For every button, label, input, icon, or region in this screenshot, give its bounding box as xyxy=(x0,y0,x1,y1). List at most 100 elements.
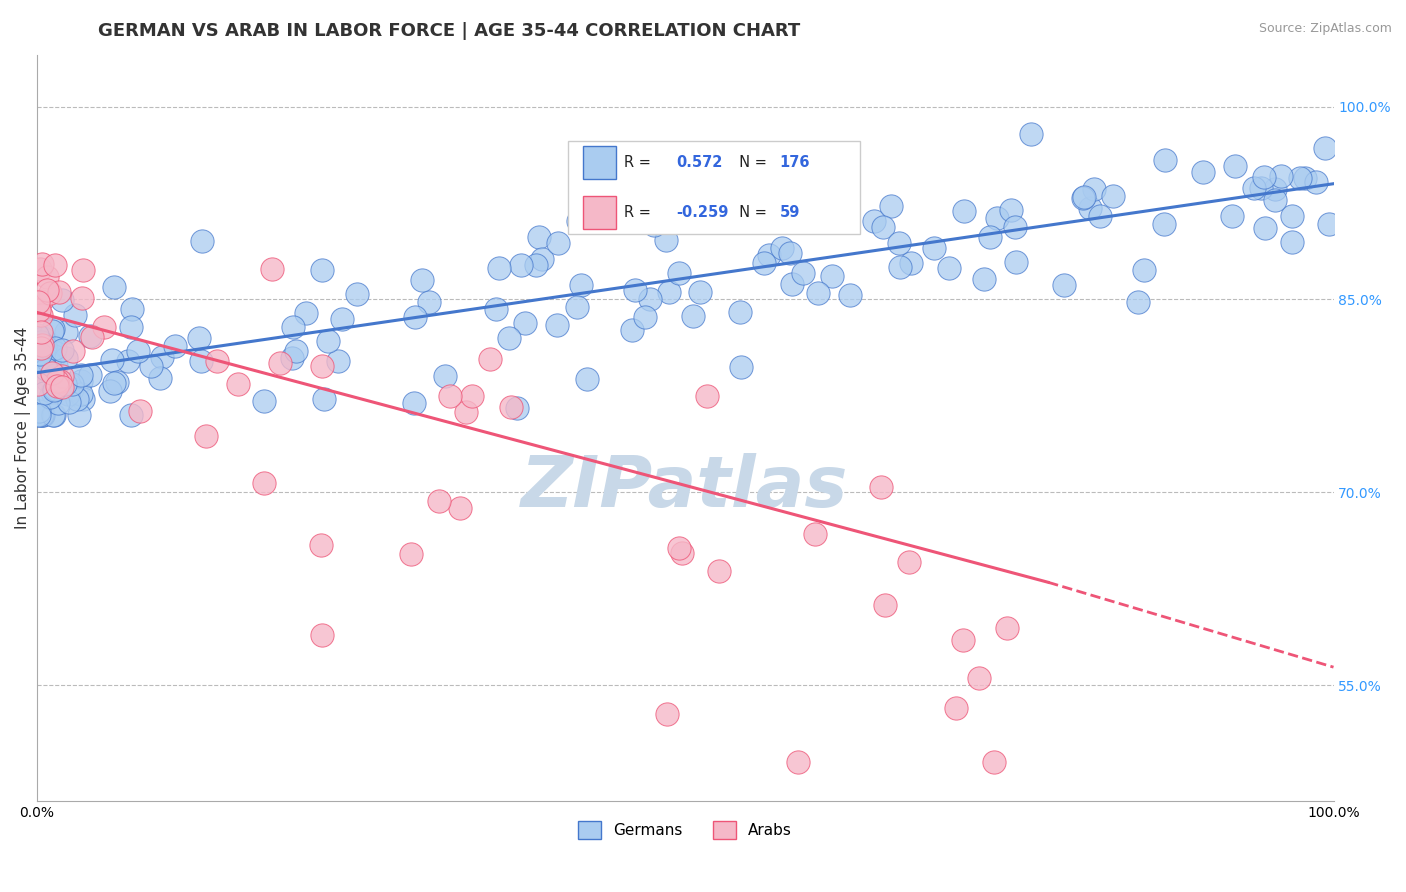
Point xyxy=(41,324,63,338)
Point xyxy=(797,214,820,228)
Point xyxy=(27,376,49,391)
Point xyxy=(30,325,52,339)
Point xyxy=(1313,141,1336,155)
Point xyxy=(27,328,49,343)
Point xyxy=(103,280,125,294)
Point xyxy=(804,527,827,541)
Point xyxy=(498,330,520,344)
Point xyxy=(44,368,66,383)
Point xyxy=(79,368,101,382)
Point xyxy=(1223,159,1246,173)
Point xyxy=(418,294,440,309)
Point xyxy=(499,400,522,414)
Point xyxy=(401,547,423,561)
Point xyxy=(31,257,53,271)
Point xyxy=(643,218,665,232)
Point xyxy=(72,262,94,277)
Point xyxy=(253,475,276,490)
Text: 0.572: 0.572 xyxy=(676,155,723,170)
Point xyxy=(28,330,51,344)
Point xyxy=(44,382,66,396)
Point xyxy=(32,386,55,401)
Point xyxy=(191,234,214,248)
Point xyxy=(38,355,60,369)
Point xyxy=(55,351,77,366)
Point xyxy=(838,288,860,302)
Point xyxy=(995,621,1018,635)
Point xyxy=(1000,203,1022,218)
Point xyxy=(546,318,568,332)
Point xyxy=(120,408,142,422)
Point xyxy=(979,230,1001,244)
Point xyxy=(1154,153,1177,167)
Point xyxy=(69,374,91,388)
Point xyxy=(163,339,186,353)
Point xyxy=(69,387,91,401)
Point xyxy=(575,371,598,385)
Point xyxy=(889,260,911,274)
Point xyxy=(953,204,976,219)
Point xyxy=(311,359,333,373)
Point xyxy=(269,356,291,370)
Point xyxy=(530,252,553,267)
Point xyxy=(461,389,484,403)
Point xyxy=(98,384,121,399)
Point xyxy=(786,756,808,770)
Point xyxy=(49,377,72,392)
Point xyxy=(924,241,946,255)
FancyBboxPatch shape xyxy=(568,141,860,234)
Point xyxy=(658,285,681,300)
Point xyxy=(404,310,426,324)
Point xyxy=(56,387,79,401)
Point xyxy=(316,334,339,348)
Point xyxy=(311,628,333,642)
Point xyxy=(31,408,53,422)
Point xyxy=(120,320,142,334)
Point xyxy=(1243,181,1265,195)
Point xyxy=(30,335,52,350)
Point xyxy=(39,337,62,351)
Point xyxy=(311,263,333,277)
Point xyxy=(25,408,48,422)
Point xyxy=(28,408,51,422)
Point xyxy=(42,408,65,422)
Point xyxy=(696,389,718,403)
Point xyxy=(510,258,533,272)
Point xyxy=(60,382,83,396)
Point xyxy=(621,323,644,337)
Point xyxy=(1281,235,1303,249)
Point xyxy=(70,368,93,383)
Point xyxy=(39,286,62,301)
Point xyxy=(67,408,90,422)
Point xyxy=(1305,175,1327,189)
Point xyxy=(880,198,903,212)
Point xyxy=(638,292,661,306)
Point xyxy=(346,287,368,301)
Point xyxy=(682,309,704,323)
Point xyxy=(671,546,693,560)
Point xyxy=(1264,193,1286,207)
Point xyxy=(41,366,63,380)
Point xyxy=(121,301,143,316)
Point xyxy=(1021,127,1043,141)
Point xyxy=(35,373,58,387)
Text: -0.259: -0.259 xyxy=(676,205,728,220)
Point xyxy=(952,633,974,648)
Point xyxy=(51,343,73,358)
Point xyxy=(35,343,58,358)
Point xyxy=(226,376,249,391)
Point xyxy=(402,396,425,410)
Point xyxy=(190,354,212,368)
Point xyxy=(967,671,990,685)
Point xyxy=(1088,209,1111,223)
Point xyxy=(478,351,501,366)
Point xyxy=(1071,191,1094,205)
Point xyxy=(900,256,922,270)
Point xyxy=(41,385,63,400)
Point xyxy=(574,184,596,198)
Point xyxy=(832,169,855,184)
Text: GERMAN VS ARAB IN LABOR FORCE | AGE 35-44 CORRELATION CHART: GERMAN VS ARAB IN LABOR FORCE | AGE 35-4… xyxy=(98,22,800,40)
Point xyxy=(51,379,73,393)
Point xyxy=(506,401,529,416)
Point xyxy=(60,377,83,392)
